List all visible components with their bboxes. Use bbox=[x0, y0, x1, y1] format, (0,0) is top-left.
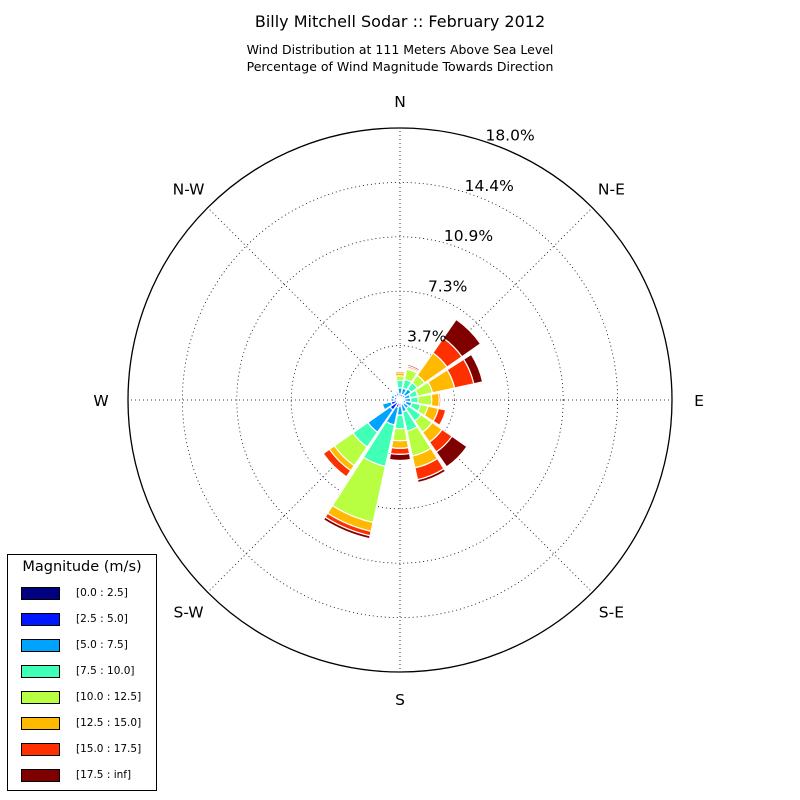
wind-sector-bar bbox=[389, 446, 411, 455]
legend-swatch bbox=[21, 743, 60, 756]
legend-swatch bbox=[21, 665, 60, 678]
wind-sector-bar bbox=[437, 392, 442, 408]
wind-sector-bar bbox=[381, 401, 394, 411]
legend-label: [5.0 : 7.5] bbox=[76, 639, 128, 651]
direction-label: S-E bbox=[599, 603, 624, 621]
radial-gridline bbox=[345, 345, 455, 455]
radial-gridline bbox=[236, 236, 564, 564]
angular-gridline bbox=[399, 207, 593, 401]
wind-sector-bar bbox=[435, 435, 468, 468]
radial-tick-label: 14.4% bbox=[465, 177, 514, 195]
wind-sector-bar bbox=[416, 467, 447, 484]
legend-label: [12.5 : 15.0] bbox=[76, 717, 142, 729]
legend-swatch bbox=[21, 587, 60, 600]
wind-sector-bar bbox=[394, 390, 400, 395]
radial-gridline bbox=[290, 290, 510, 510]
direction-label: N-E bbox=[598, 181, 625, 199]
legend-label: [10.0 : 12.5] bbox=[76, 691, 142, 703]
radial-tick-label: 18.0% bbox=[485, 127, 534, 145]
chart-subtitle-line-2: Percentage of Wind Magnitude Towards Dir… bbox=[246, 59, 554, 74]
radial-gridline bbox=[181, 181, 619, 619]
legend-label: [2.5 : 5.0] bbox=[76, 613, 128, 625]
wind-sector-bar bbox=[462, 353, 484, 385]
legend-swatch bbox=[21, 639, 60, 652]
direction-label: E bbox=[694, 392, 704, 410]
radial-tick-label: 7.3% bbox=[428, 277, 467, 295]
angular-gridline bbox=[207, 207, 401, 401]
wind-sector-bar bbox=[390, 439, 410, 449]
wind-sector-bar bbox=[394, 370, 406, 374]
wind-sector-bar bbox=[430, 392, 440, 408]
wind-sector-bar bbox=[406, 363, 421, 372]
direction-label: S-W bbox=[174, 603, 204, 621]
legend-swatch bbox=[21, 717, 60, 730]
angular-gridline bbox=[207, 399, 401, 593]
polar-frame bbox=[127, 127, 673, 673]
wind-sector-bar bbox=[442, 318, 482, 358]
direction-label: S bbox=[395, 691, 405, 709]
wind-sector-bar bbox=[322, 516, 371, 540]
legend-swatch bbox=[21, 769, 60, 782]
legend-title: Magnitude (m/s) bbox=[22, 559, 142, 575]
legend-label: [0.0 : 2.5] bbox=[76, 587, 128, 599]
wind-sector-bar bbox=[432, 407, 447, 427]
legend: Magnitude (m/s) [0.0 : 2.5] [2.5 : 5.0] [5… bbox=[7, 554, 157, 791]
radial-tick-label: 10.9% bbox=[444, 227, 493, 245]
legend-label: [7.5 : 10.0] bbox=[76, 665, 135, 677]
radial-tick-label: 3.7% bbox=[407, 328, 446, 346]
chart-subtitle: Wind Distribution at 111 Meters Above Se… bbox=[0, 41, 800, 75]
wind-sector-bar bbox=[388, 452, 412, 462]
legend-swatch bbox=[21, 691, 60, 704]
legend-label: [17.5 : inf] bbox=[76, 769, 132, 781]
direction-label: W bbox=[93, 392, 108, 410]
wind-sector-bar bbox=[392, 427, 408, 442]
chart-subtitle-line-1: Wind Distribution at 111 Meters Above Se… bbox=[246, 42, 554, 57]
legend-swatch bbox=[21, 613, 60, 626]
angular-gridline bbox=[399, 399, 593, 593]
legend-label: [15.0 : 17.5] bbox=[76, 743, 142, 755]
direction-label: N-W bbox=[173, 181, 205, 199]
chart-title: Billy Mitchell Sodar :: February 2012 bbox=[254, 12, 546, 31]
wind-sector-bar bbox=[322, 448, 352, 478]
direction-label: N bbox=[394, 93, 406, 111]
